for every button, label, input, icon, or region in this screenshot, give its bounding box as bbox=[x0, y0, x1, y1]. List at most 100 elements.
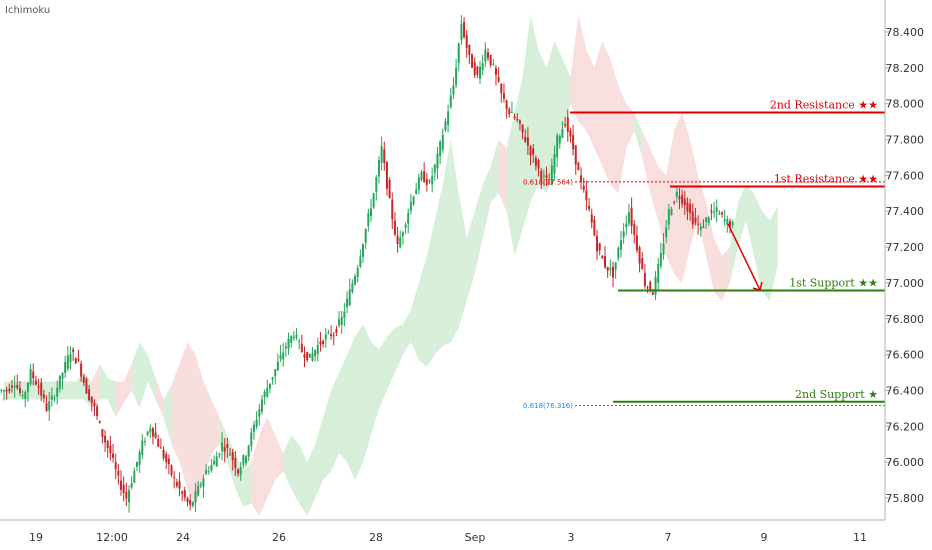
cloud-segment bbox=[147, 354, 156, 400]
candle-body bbox=[13, 385, 16, 388]
candle-body bbox=[260, 399, 263, 412]
cloud-segment bbox=[737, 184, 746, 248]
candle-body bbox=[316, 345, 319, 355]
cloud-segment bbox=[458, 193, 467, 328]
cloud-segment bbox=[299, 444, 308, 516]
candle-body bbox=[468, 44, 471, 56]
candle-body bbox=[705, 217, 708, 222]
y-tick-label: 76.200 bbox=[886, 420, 925, 433]
candle-body bbox=[319, 341, 322, 345]
candle-body bbox=[292, 336, 295, 339]
x-tick-label: 11 bbox=[853, 531, 867, 544]
candle-body bbox=[255, 419, 258, 427]
cloud-segment bbox=[291, 435, 300, 504]
candle-body bbox=[308, 353, 311, 358]
candle-body bbox=[88, 389, 91, 401]
ichimoku-cloud bbox=[4, 14, 778, 516]
candle-body bbox=[585, 190, 588, 201]
cloud-segment bbox=[426, 220, 435, 368]
candle-body bbox=[641, 258, 644, 270]
candle-body bbox=[266, 387, 269, 398]
candle-body bbox=[298, 341, 301, 343]
candle-body bbox=[330, 333, 333, 337]
projection-arrow bbox=[727, 223, 763, 292]
candle-body bbox=[409, 202, 412, 211]
candle-body bbox=[130, 483, 133, 488]
candle-body bbox=[104, 435, 107, 443]
candle-body bbox=[162, 449, 165, 459]
candle-body bbox=[635, 235, 638, 251]
y-tick-label: 77.200 bbox=[886, 241, 925, 254]
candle-body bbox=[428, 180, 431, 182]
candle-body bbox=[433, 164, 436, 173]
cloud-segment bbox=[187, 342, 196, 507]
level-name: 1st Support ★★ bbox=[789, 276, 878, 289]
candle-body bbox=[681, 194, 684, 204]
cloud-segment bbox=[642, 130, 651, 194]
level-name: 2nd Support ★ bbox=[795, 388, 878, 401]
candle-body bbox=[510, 112, 513, 114]
candle-body bbox=[638, 247, 641, 264]
cloud-segment bbox=[91, 363, 100, 409]
candle-body bbox=[601, 256, 604, 259]
candle-body bbox=[699, 226, 702, 230]
cloud-segment bbox=[562, 58, 571, 131]
candle-body bbox=[72, 349, 75, 352]
cloud-segment bbox=[323, 390, 332, 481]
candle-body bbox=[487, 52, 489, 59]
candle-body bbox=[670, 208, 673, 216]
candle-body bbox=[157, 439, 160, 447]
candle-body bbox=[449, 95, 452, 108]
y-tick-label: 77.800 bbox=[886, 134, 925, 147]
cloud-segment bbox=[730, 202, 738, 283]
candle-body bbox=[252, 424, 255, 432]
candle-body bbox=[604, 256, 607, 268]
candle-body bbox=[64, 362, 67, 373]
candle-body bbox=[627, 212, 630, 224]
candle-body bbox=[542, 175, 545, 177]
cloud-segment bbox=[394, 324, 403, 373]
cloud-segment bbox=[235, 453, 244, 507]
cloud-segment bbox=[331, 372, 340, 472]
cloud-segment bbox=[19, 381, 28, 400]
indicator-label: Ichimoku bbox=[5, 5, 51, 16]
candle-body bbox=[207, 471, 210, 473]
y-tick-label: 76.800 bbox=[886, 313, 925, 326]
cloud-segment bbox=[706, 202, 715, 292]
cloud-segment bbox=[67, 381, 76, 400]
candle-body bbox=[271, 377, 274, 380]
candle-body bbox=[694, 217, 697, 223]
cloud-segment bbox=[370, 342, 379, 436]
candle-body bbox=[197, 485, 200, 496]
x-axis: 19 12:00 24 26 28 Sep 3 7 9 11 bbox=[0, 519, 885, 544]
cloud-segment bbox=[179, 342, 188, 490]
candle-body bbox=[524, 136, 527, 142]
candle-body bbox=[473, 62, 476, 76]
candle-body bbox=[558, 136, 561, 144]
candle-body bbox=[311, 353, 314, 361]
candle-body bbox=[415, 189, 418, 195]
cloud-segment bbox=[4, 381, 12, 400]
candle-body bbox=[707, 217, 710, 224]
candle-body bbox=[489, 54, 492, 66]
projection-arrowhead bbox=[752, 281, 763, 292]
candle-body bbox=[593, 219, 596, 236]
candle-body bbox=[8, 389, 11, 392]
candle-body bbox=[643, 273, 646, 286]
candle-body bbox=[372, 193, 375, 208]
candle-body bbox=[213, 460, 216, 465]
cloud-segment bbox=[83, 372, 92, 409]
candle-body bbox=[0, 389, 3, 391]
candle-body bbox=[332, 335, 335, 337]
cloud-segment bbox=[594, 40, 603, 167]
candle-body bbox=[513, 116, 516, 119]
cloud-segment bbox=[267, 417, 276, 498]
candle-body bbox=[151, 427, 154, 437]
candle-body bbox=[401, 232, 404, 237]
cloud-segment bbox=[99, 363, 108, 400]
cloud-segment bbox=[769, 205, 778, 301]
cloud-segment bbox=[171, 363, 180, 463]
candle-body bbox=[566, 117, 569, 132]
candle-body bbox=[505, 100, 508, 110]
